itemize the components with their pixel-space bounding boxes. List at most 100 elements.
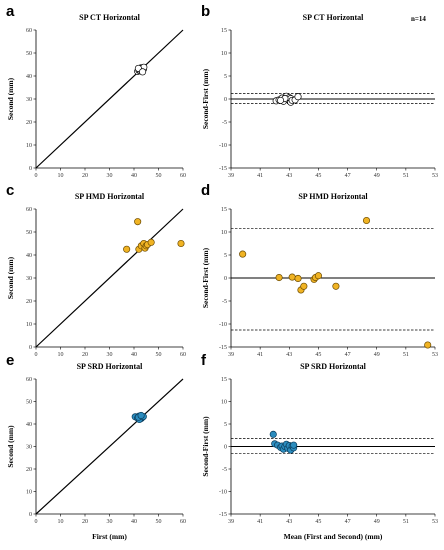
panel-a-letter: a: [6, 3, 15, 20]
panel-f-letter: f: [201, 352, 207, 369]
panel-b-y-tick-label: 10: [221, 51, 227, 57]
panel-c-y-tick-label: 40: [26, 253, 32, 259]
panel-a-title: SP CT Horizontal: [79, 13, 141, 22]
panel-a-y-tick-label: 10: [26, 143, 32, 149]
panel-c-title: SP HMD Horizontal: [75, 192, 145, 201]
panel-c-y-tick-label: 50: [26, 230, 32, 236]
panel-c-y-tick-label: 20: [26, 299, 32, 305]
panel-a-identity-line: [35, 29, 184, 169]
panel-b-y-tick-label: 0: [224, 97, 227, 103]
panel-d-point: [294, 274, 302, 283]
panel-b-x-tick-label: 51: [403, 173, 409, 179]
panel-c-letter: c: [6, 182, 14, 199]
panel-e-y-tick-label: 0: [29, 512, 32, 518]
panel-e-x-tick-label: 60: [180, 519, 186, 525]
panel-a-x-tick-label: 60: [180, 173, 186, 179]
panel-f-x-tick-label: 49: [374, 519, 380, 525]
panel-b-x-tick-label: 47: [345, 173, 351, 179]
panel-c-point: [177, 239, 185, 248]
panel-d-point: [362, 216, 371, 225]
panel-b-point: [294, 93, 302, 101]
panel-d-point: [288, 273, 296, 281]
panel-f-x-tick-label: 47: [345, 519, 351, 525]
panel-d-x-tick-label: 49: [374, 352, 380, 358]
panel-f-x-tick-label: 39: [228, 519, 234, 525]
panel-f-x-tick-label: 43: [286, 519, 292, 525]
panel-e-letter: e: [6, 352, 14, 369]
panel-c-identity-line: [35, 208, 184, 348]
panel-d-x-tick-label: 45: [315, 352, 321, 358]
panel-a-x-tick-label: 30: [107, 173, 113, 179]
panel-d-x-tick-label: 39: [228, 352, 234, 358]
panel-e-x-tick-label: 20: [82, 519, 88, 525]
panel-a: a SP CT Horizontal 0 10 20 30 40 50 60 0 10 20 30 40 5…: [6, 3, 186, 179]
panel-d-y-tick-label: 5: [224, 253, 227, 259]
panel-d-point: [300, 282, 308, 290]
panel-c-y-tick-label: 60: [26, 207, 32, 213]
panel-c-x-tick-label: 50: [156, 352, 162, 358]
panel-c-point: [134, 218, 142, 226]
panel-e-y-tick-label: 10: [26, 490, 32, 496]
n-annotation: n=14: [411, 15, 426, 23]
panel-d-letter: d: [201, 182, 210, 199]
panel-f-y-tick-label: -5: [222, 467, 227, 473]
panel-d-point: [275, 273, 283, 282]
panel-a-x-tick-label: 0: [35, 173, 38, 179]
panel-a-y-tick-label: 0: [29, 166, 32, 172]
panel-c-x-tick-label: 10: [58, 352, 64, 358]
panel-e-y-tick-label: 30: [26, 445, 32, 451]
panel-b-x-tick-label: 41: [257, 173, 263, 179]
panel-f-point: [269, 430, 277, 438]
panel-b-y-tick-label: -5: [222, 120, 227, 126]
panel-e-y-label: Second (mm): [6, 425, 15, 468]
panel-b-y-label: Second-First (mm): [201, 68, 210, 129]
panel-e-point: [137, 411, 145, 420]
panel-c: c SP HMD Horizontal 0 10 20 30 40 50 60 0 10 20 30 40…: [6, 182, 186, 358]
panel-b-letter: b: [201, 3, 210, 20]
panel-f-y-tick-label: 10: [221, 400, 227, 406]
panel-a-x-tick-label: 10: [58, 173, 64, 179]
panel-c-y-label: Second (mm): [6, 256, 15, 299]
panel-d-y-tick-label: -15: [219, 345, 227, 351]
panel-f-y-tick-label: 15: [221, 377, 227, 383]
panel-f-x-tick-label: 41: [257, 519, 263, 525]
panel-c-point: [123, 245, 131, 253]
panel-f-x-tick-label: 53: [432, 519, 438, 525]
panel-d-y-tick-label: 10: [221, 230, 227, 236]
panel-a-y-tick-label: 30: [26, 97, 32, 103]
panel-d-y-tick-label: 0: [224, 276, 227, 282]
panel-e-x-tick-label: 30: [107, 519, 113, 525]
panel-e-x-tick-label: 10: [58, 519, 64, 525]
panel-e: e SP SRD Horizontal 0 10 20 30 40 50 60 0 10 20 30 40…: [6, 352, 186, 541]
panel-e-y-tick-label: 40: [26, 422, 32, 428]
panel-b-y-tick-label: 5: [224, 74, 227, 80]
panel-c-x-tick-label: 60: [180, 352, 186, 358]
panel-c-x-tick-label: 30: [107, 352, 113, 358]
panel-a-y-tick-label: 40: [26, 74, 32, 80]
panel-c-x-tick-label: 40: [131, 352, 137, 358]
panel-c-y-tick-label: 10: [26, 322, 32, 328]
panel-b-y-tick-label: -15: [219, 166, 227, 172]
panel-b-x-tick-label: 53: [432, 173, 438, 179]
panel-e-x-tick-label: 40: [131, 519, 137, 525]
panel-e-x-label: First (mm): [92, 532, 127, 541]
panel-f-x-tick-label: 51: [403, 519, 409, 525]
panel-e-x-tick-label: 50: [156, 519, 162, 525]
panel-b-x-tick-label: 43: [286, 173, 292, 179]
panel-a-y-tick-label: 50: [26, 51, 32, 57]
panel-a-point: [139, 68, 147, 76]
panel-f-x-tick-label: 45: [315, 519, 321, 525]
panel-b: b SP CT Horizontal 39 41 43 45 47 49 51 53 -15 -10 -…: [201, 3, 438, 179]
panel-b-x-tick-label: 49: [374, 173, 380, 179]
panel-d-y-tick-label: -5: [222, 299, 227, 305]
panel-e-y-tick-label: 60: [26, 377, 32, 383]
panel-d-point: [239, 250, 247, 258]
panel-d-x-tick-label: 53: [432, 352, 438, 358]
panel-d-point: [314, 272, 322, 280]
panel-d-x-tick-label: 41: [257, 352, 263, 358]
panel-e-y-tick-label: 50: [26, 400, 32, 406]
panel-f-title: SP SRD Horizontal: [300, 362, 367, 371]
panel-d-y-label: Second-First (mm): [201, 247, 210, 308]
panel-d-y-tick-label: 15: [221, 207, 227, 213]
panel-c-x-tick-label: 20: [82, 352, 88, 358]
